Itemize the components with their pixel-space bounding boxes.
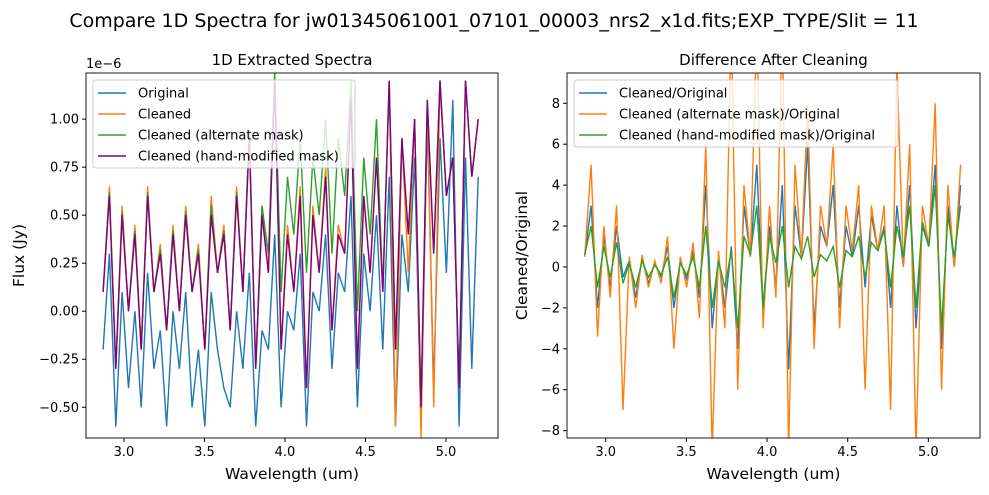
x-tick-label: 4.0 — [757, 445, 778, 460]
legend: Cleaned/Original Cleaned (alternate mask)… — [573, 79, 899, 148]
y-tick-label: −0.50 — [39, 401, 79, 416]
legend-box — [92, 79, 356, 169]
y-tick-label: 2 — [552, 220, 560, 235]
legend-label: Cleaned/Original — [619, 87, 727, 102]
y-tick-label: 0.75 — [50, 161, 79, 176]
y-tick-label: 4 — [552, 179, 560, 194]
y-tick-label: 1.00 — [50, 113, 79, 128]
figure-title: Compare 1D Spectra for jw01345061001_071… — [69, 10, 918, 32]
x-tick-label: 4.5 — [355, 445, 376, 460]
y-tick-label: 0.00 — [50, 305, 79, 320]
x-tick-label: 5.0 — [918, 445, 939, 460]
x-tick-label: 4.5 — [837, 445, 858, 460]
x-tick-label: 3.0 — [114, 445, 135, 460]
y-tick-label: −4 — [541, 342, 560, 357]
y-scale-offset-label: 1e−6 — [86, 57, 121, 72]
y-tick-label: 0 — [552, 260, 560, 275]
subplot-title: Difference After Cleaning — [679, 51, 868, 69]
y-axis-label: Cleaned/Original — [513, 191, 531, 320]
y-tick-label: 6 — [552, 138, 560, 153]
series-group — [102, 73, 479, 438]
y-tick-label: −8 — [541, 424, 560, 439]
y-axis-label: Flux (Jy) — [10, 224, 28, 287]
y-tick-label: 0.25 — [50, 257, 79, 272]
legend: Original Cleaned Cleaned (alternate mask) C… — [92, 79, 356, 169]
left-plot-spectra: 3.0 3.5 4.0 4.5 5.0 −0.50 −0.25 0.00 0.25 0.50 0.7… — [10, 51, 499, 483]
axes-frame — [566, 72, 981, 439]
y-tick-label: 8 — [552, 97, 560, 112]
legend-box — [573, 79, 899, 148]
legend-label: Cleaned (alternate mask) — [138, 129, 304, 144]
x-tick-label: 3.5 — [676, 445, 697, 460]
legend-label: Cleaned (hand-modified mask)/Original — [619, 129, 875, 144]
x-axis-label: Wavelength (um) — [707, 465, 841, 483]
axes-frame — [85, 72, 499, 439]
series-line-cleaned-hand-modified-mask- — [102, 80, 479, 408]
x-tick-label: 3.0 — [595, 445, 616, 460]
y-tick-label: −0.25 — [39, 353, 79, 368]
subplot-title: 1D Extracted Spectra — [212, 51, 373, 69]
series-line-cleaned-hand-modified-mask-original — [584, 185, 962, 329]
y-tick-label: −2 — [541, 301, 560, 316]
x-tick-label: 4.0 — [275, 445, 296, 460]
x-tick-label: 5.0 — [436, 445, 457, 460]
x-tick-label: 3.5 — [194, 445, 215, 460]
y-tick-label: −6 — [541, 383, 560, 398]
right-plot-difference: 3.0 3.5 4.0 4.5 5.0 −8 −6 −4 −2 0 2 4 6 8 Difference A… — [513, 51, 981, 483]
legend-label: Cleaned — [138, 108, 191, 123]
legend-label: Original — [138, 87, 189, 102]
x-axis-label: Wavelength (um) — [225, 465, 359, 483]
legend-label: Cleaned (alternate mask)/Original — [619, 108, 840, 123]
y-tick-label: 0.50 — [50, 209, 79, 224]
legend-label: Cleaned (hand-modified mask) — [138, 150, 339, 165]
